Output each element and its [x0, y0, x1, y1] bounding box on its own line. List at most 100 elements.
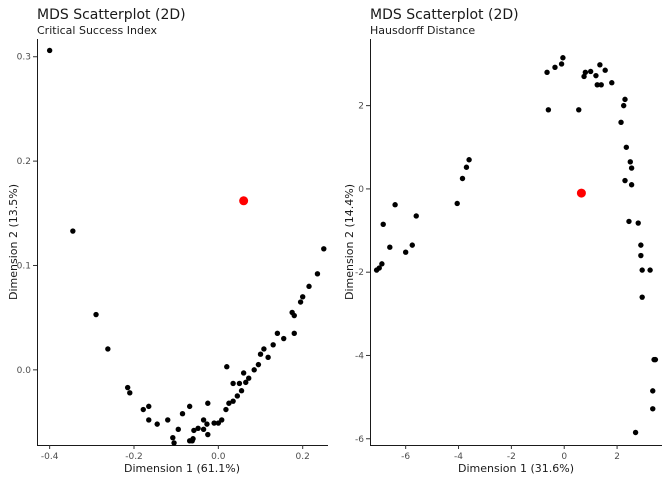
y-axis-label: Dimension 2 (14.4%) — [343, 184, 356, 300]
scatter-point — [186, 403, 193, 410]
scatter-point — [459, 175, 466, 182]
scatter-point — [146, 403, 152, 410]
scatter-point — [299, 294, 306, 300]
scatter-point — [105, 346, 111, 352]
scatter-point — [270, 342, 276, 348]
x-tick-label: 0 — [561, 452, 567, 462]
scatter-point — [243, 379, 249, 386]
scatter-point — [224, 364, 230, 370]
scatter-point — [632, 429, 639, 436]
x-tick-label: -6 — [401, 452, 410, 462]
scatter-point — [650, 388, 656, 394]
scatter-point — [454, 200, 460, 207]
scatter-point — [321, 246, 327, 252]
scatter-point — [306, 283, 312, 290]
scatter-point — [623, 144, 630, 150]
scatter-point — [219, 417, 225, 423]
scatter-point — [639, 294, 645, 300]
scatter-point — [211, 420, 217, 426]
scatter-point — [638, 242, 644, 248]
highlight-point — [576, 188, 586, 198]
scatter-point — [618, 119, 624, 125]
y-tick-label: -4 — [355, 351, 364, 361]
scatter-point — [297, 299, 304, 305]
scatter-point — [240, 370, 247, 376]
y-ticks: -6 -4 -2 0 2 — [355, 102, 370, 445]
scatter-point — [638, 252, 644, 259]
x-tick-label: -2 — [507, 452, 516, 462]
y-tick-label: 0.1 — [17, 261, 31, 271]
scatter-point — [205, 400, 211, 406]
x-axis-label: Dimension 1 (31.6%) — [458, 462, 574, 475]
x-ticks: -0.4 -0.2 0.0 0.2 — [41, 445, 310, 462]
scatter-point — [628, 165, 635, 171]
scatter-point — [70, 228, 76, 234]
scatter-point — [257, 351, 264, 357]
scatter-point — [205, 431, 211, 438]
scatter-point — [545, 107, 552, 113]
scatter-point — [281, 335, 287, 342]
scatter-point — [409, 242, 415, 248]
scatter-point — [195, 425, 201, 432]
scatter-point — [127, 390, 133, 396]
scatter-point — [179, 410, 186, 417]
x-axis-label: Dimension 1 (61.1%) — [124, 462, 240, 475]
scatter-point — [593, 72, 599, 79]
x-tick-label: -0.4 — [41, 452, 59, 462]
scatter-point — [581, 73, 587, 80]
scatter-point — [265, 354, 271, 361]
x-ticks: -6 -4 -2 0 2 — [401, 445, 620, 462]
chart-subtitle: Critical Success Index — [37, 24, 158, 37]
scatter-point — [314, 271, 321, 277]
scatter-point — [261, 346, 267, 352]
scatter-point — [652, 356, 659, 363]
scatter-point — [376, 265, 382, 271]
scatter-point — [274, 330, 281, 337]
scatter-point — [226, 400, 232, 406]
scatter-point — [647, 267, 653, 273]
scatter-point — [463, 164, 470, 170]
panel-critical-success-index: MDS Scatterplot (2D) Critical Success In… — [7, 7, 328, 475]
scatter-point — [146, 417, 152, 423]
scatter-point — [392, 202, 398, 208]
scatter-point — [598, 82, 604, 88]
y-tick-label: 0.0 — [17, 366, 32, 376]
scatter-point — [582, 69, 589, 76]
scatter-point — [124, 384, 131, 391]
scatter-point — [635, 220, 641, 226]
scatter-point — [587, 68, 594, 75]
scatter-point — [246, 375, 252, 381]
y-tick-label: 0 — [358, 185, 364, 195]
x-tick-label: 0.0 — [211, 452, 226, 462]
scatter-point — [622, 177, 628, 184]
scatter-point — [620, 102, 627, 109]
scatter-point — [609, 80, 615, 86]
scatter-point — [639, 267, 645, 273]
y-tick-label: 2 — [358, 102, 364, 112]
scatter-point — [597, 62, 603, 68]
scatter-point — [255, 361, 262, 368]
scatter-point — [413, 213, 419, 219]
scatter-point — [238, 388, 245, 394]
scatter-point — [291, 330, 297, 337]
y-tick-label: -6 — [355, 435, 364, 445]
scatter-point — [200, 426, 207, 433]
chart-subtitle: Hausdorff Distance — [370, 24, 475, 37]
scatter-point — [230, 398, 236, 404]
scatter-point — [602, 67, 608, 73]
scatter-point — [291, 312, 297, 319]
highlight-points — [239, 196, 249, 206]
y-tick-label: -2 — [355, 268, 364, 278]
scatter-point — [380, 221, 386, 228]
scatter-point — [204, 421, 210, 427]
scatter-point — [544, 69, 550, 76]
points — [46, 47, 327, 446]
scatter-point — [628, 182, 635, 188]
scatter-point — [650, 406, 656, 412]
scatter-point — [190, 436, 196, 442]
scatter-point — [251, 367, 257, 373]
scatter-point — [622, 96, 628, 103]
scatter-point — [627, 159, 633, 165]
x-tick-label: 2 — [614, 452, 620, 462]
